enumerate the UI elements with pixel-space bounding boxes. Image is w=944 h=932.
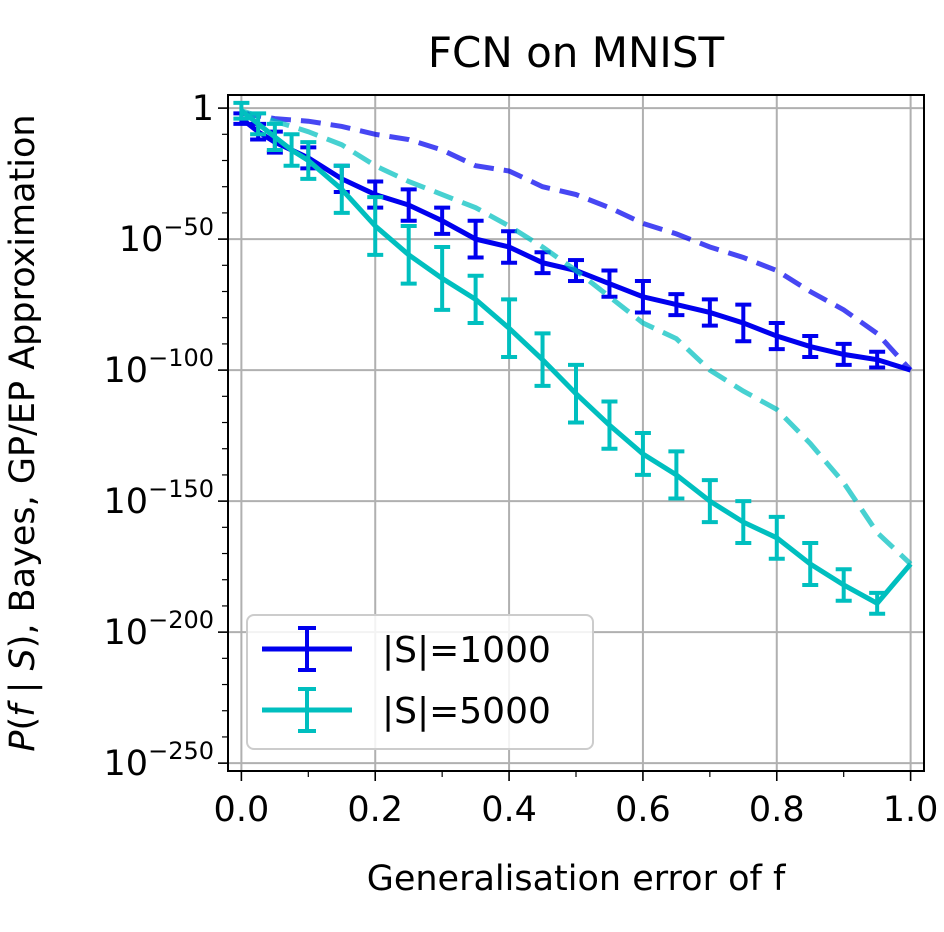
y-label-s: S — [3, 648, 43, 670]
legend-item-5000: |S|=5000 — [262, 687, 551, 733]
legend-item-1000: |S|=1000 — [262, 626, 551, 672]
x-axis-label: Generalisation error of f — [367, 859, 786, 899]
x-tick-label: 0.8 — [749, 790, 805, 830]
series-0-gp-ep-dashed-line — [240, 110, 913, 372]
series-1 — [233, 100, 913, 616]
x-axis: 0.0 0.2 0.4 0.6 0.8 1.0 — [214, 771, 939, 830]
y-tick-label: 10−250 — [104, 737, 214, 784]
y-tick-label: 10−100 — [104, 344, 214, 391]
y-axis-label: P(f | S), Bayes, GP/EP Approximation — [3, 114, 43, 751]
y-tick-label: 10−200 — [104, 606, 214, 653]
series-0-line — [239, 116, 912, 373]
y-label-open: ( — [3, 717, 43, 731]
y-label-bar: | — [3, 670, 43, 704]
y-label-p: P — [3, 730, 43, 752]
x-tick-label: 0.0 — [214, 790, 270, 830]
series-layer — [233, 100, 913, 616]
legend-label-1000: |S|=1000 — [382, 630, 551, 671]
x-tick-label: 0.6 — [615, 790, 671, 830]
y-axis: 1 10−50 10−100 10−150 10−200 10−250 — [104, 89, 228, 784]
y-tick-label: 1 — [192, 89, 214, 129]
x-tick-label: 0.2 — [347, 790, 403, 830]
y-tick-label: 10−150 — [104, 475, 214, 522]
x-tick-label: 0.4 — [481, 790, 537, 830]
y-tick-label: 10−50 — [119, 213, 214, 260]
x-tick-label: 1.0 — [883, 790, 939, 830]
y-label-rest: ), Bayes, GP/EP Approximation — [3, 114, 43, 648]
legend-label-5000: |S|=5000 — [382, 691, 551, 732]
series-1-gp-ep-dashed-line — [240, 108, 913, 566]
legend: |S|=1000 |S|=5000 — [246, 614, 594, 750]
chart-title: FCN on MNIST — [428, 28, 725, 77]
